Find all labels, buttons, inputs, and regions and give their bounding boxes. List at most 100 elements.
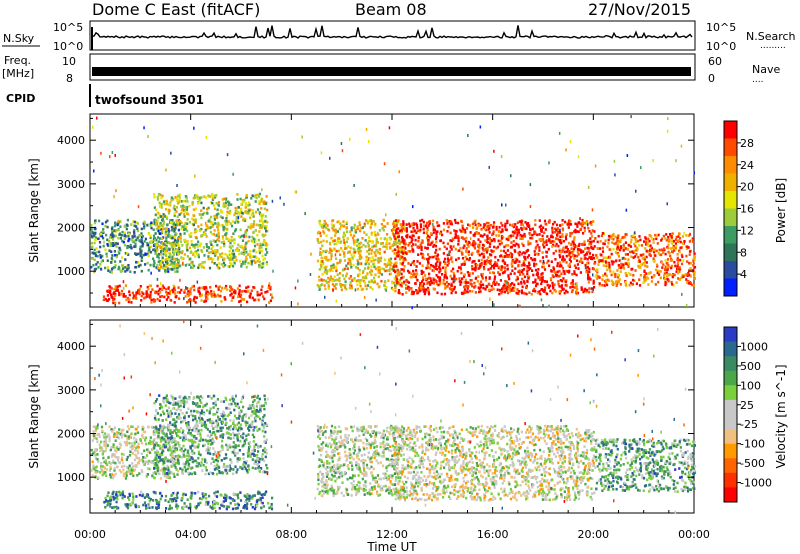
power-cell xyxy=(268,301,271,304)
power-cell xyxy=(223,258,226,261)
power-cell xyxy=(398,242,401,246)
power-cell xyxy=(201,261,204,264)
power-cell xyxy=(553,220,556,224)
velocity-cell xyxy=(254,505,257,509)
velocity-cell xyxy=(175,462,178,465)
power-cell xyxy=(477,275,480,278)
power-cell xyxy=(534,247,537,250)
velocity-cell xyxy=(195,506,198,510)
power-cell xyxy=(565,289,568,293)
power-cell xyxy=(523,280,526,283)
power-cell xyxy=(186,206,189,209)
power-cell xyxy=(653,248,656,251)
power-cell xyxy=(168,267,171,271)
velocity-cell xyxy=(232,492,235,496)
power-cell xyxy=(634,238,637,241)
power-cell xyxy=(216,293,219,297)
power-cell xyxy=(269,287,272,291)
power-cell xyxy=(159,260,162,263)
power-cell xyxy=(149,290,152,294)
power-cell xyxy=(580,249,583,252)
power-cell xyxy=(186,222,189,226)
power-cell xyxy=(674,246,677,249)
power-cell xyxy=(400,223,404,226)
power-cell xyxy=(534,219,537,222)
power-cell xyxy=(508,255,511,259)
power-cell xyxy=(356,247,360,251)
velocity-cell xyxy=(152,499,155,502)
power-cell xyxy=(495,246,498,250)
power-cell xyxy=(230,292,233,295)
power-cell xyxy=(200,234,203,237)
velocity-cell xyxy=(159,426,162,430)
power-cell xyxy=(358,272,361,276)
power-cell xyxy=(224,298,227,301)
power-cell xyxy=(320,278,323,281)
power-cell xyxy=(622,263,625,267)
power-cell xyxy=(184,210,187,213)
power-cell xyxy=(160,247,164,251)
power-cell xyxy=(509,289,512,292)
power-cell xyxy=(438,276,442,279)
power-cell xyxy=(247,253,250,256)
power-cell xyxy=(477,267,480,270)
power-cell xyxy=(412,260,415,263)
power-cell xyxy=(330,223,334,226)
power-cell xyxy=(232,172,234,176)
velocity-cell xyxy=(112,505,115,509)
power-cell xyxy=(516,229,519,232)
power-cell xyxy=(258,251,261,255)
power-cell xyxy=(402,238,405,241)
power-cell xyxy=(153,239,157,242)
power-cell xyxy=(131,291,134,295)
power-cell xyxy=(205,221,207,225)
velocity-cell xyxy=(115,500,118,504)
power-cell xyxy=(393,263,396,267)
power-cell xyxy=(656,263,659,267)
velocity-cell xyxy=(250,503,253,506)
power-cell xyxy=(263,297,266,301)
power-cell xyxy=(373,265,376,269)
power-cell xyxy=(335,299,337,303)
power-cell xyxy=(673,273,676,277)
power-cell xyxy=(157,266,160,270)
power-cell xyxy=(265,248,268,251)
power-cell xyxy=(366,272,369,275)
power-cell xyxy=(106,294,109,297)
power-cell xyxy=(194,235,197,239)
power-cell xyxy=(630,268,633,271)
power-cell xyxy=(543,290,546,293)
power-cell xyxy=(513,272,516,275)
power-cell xyxy=(226,214,229,217)
velocity-cell xyxy=(145,506,148,509)
power-cell xyxy=(167,292,170,295)
power-cell xyxy=(358,223,361,227)
power-cell xyxy=(463,244,466,248)
power-cell xyxy=(183,212,186,216)
power-cell xyxy=(691,238,694,242)
power-cell xyxy=(175,197,178,200)
power-cell xyxy=(634,255,637,258)
power-cell xyxy=(115,288,118,292)
power-cell xyxy=(176,253,179,256)
power-cell xyxy=(219,255,222,258)
power-cell xyxy=(517,243,520,247)
power-cell xyxy=(186,301,189,304)
power-cell xyxy=(177,228,180,232)
velocity-cell xyxy=(195,505,199,508)
power-cell xyxy=(390,261,393,265)
power-cell xyxy=(269,293,273,296)
power-cell xyxy=(322,279,326,282)
power-cell xyxy=(205,235,208,238)
power-cell xyxy=(545,243,548,246)
power-cell xyxy=(473,221,476,224)
power-cell xyxy=(675,159,677,163)
power-cell xyxy=(408,235,412,239)
power-cell xyxy=(247,204,250,207)
power-cell xyxy=(137,265,140,268)
power-cell xyxy=(484,227,487,231)
power-cell xyxy=(446,285,449,288)
power-cell xyxy=(517,264,520,268)
power-cell xyxy=(240,215,243,218)
velocity-cell xyxy=(112,476,115,480)
